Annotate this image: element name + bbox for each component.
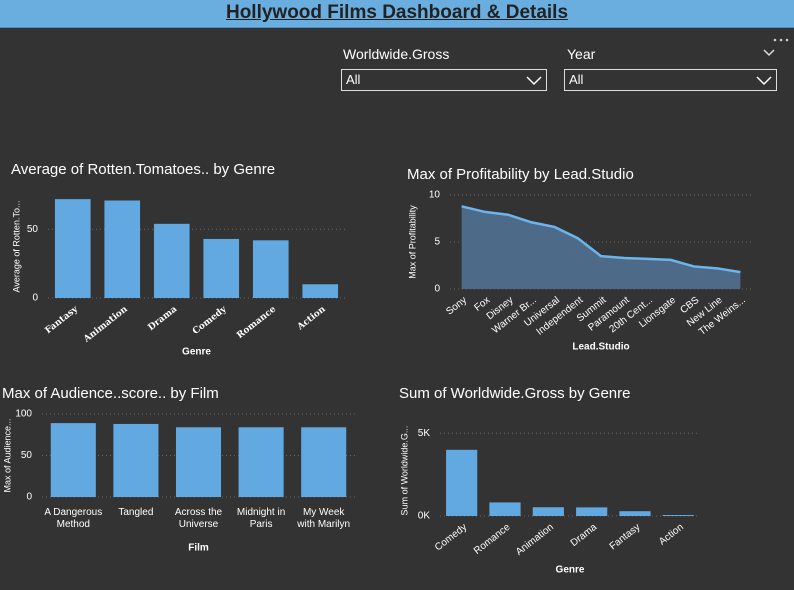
area-line: [461, 205, 741, 274]
x-axis-label: Lead.Studio: [572, 342, 629, 353]
x-tick-label: Romance: [472, 522, 513, 557]
y-tick-label: 5: [434, 237, 440, 248]
x-axis-label: Genre: [556, 565, 585, 576]
x-tick-label: Across the Universe: [174, 507, 223, 530]
bar: [238, 427, 284, 497]
x-tick-label: My Week with Marilyn: [297, 507, 351, 530]
y-tick-label: 10: [429, 190, 441, 201]
chevron: [756, 76, 772, 86]
x-tick-label: Drama: [146, 304, 179, 333]
header-title: Hollywood Films Dashboard & Details: [0, 0, 794, 28]
filter-value: All: [569, 72, 584, 87]
chart-title: Average of Rotten.Tomatoes.. by Genre: [11, 161, 275, 178]
y-axis-label: Sum of Worldwide.G...: [399, 426, 409, 516]
x-tick-label: Comedy: [191, 304, 229, 337]
y-tick-label: 0: [434, 284, 440, 295]
x-tick-label: Fantasy: [44, 304, 81, 336]
x-axis-label: Film: [188, 543, 209, 554]
filter-dropdown[interactable]: All: [341, 69, 547, 91]
x-tick-label: Tangled: [118, 507, 154, 518]
bar: [252, 240, 289, 298]
x-tick-label: A Dangerous Method: [44, 507, 103, 530]
bar: [175, 427, 222, 497]
filter-label: Worldwide.Gross: [343, 46, 450, 62]
x-tick-label: Action: [295, 304, 328, 333]
bar: [203, 238, 240, 298]
chevron: [526, 76, 542, 86]
bar: [104, 200, 141, 298]
bar: [153, 223, 190, 298]
filter-dropdown[interactable]: All: [564, 69, 777, 91]
bar: [446, 449, 478, 516]
x-tick-label: Sony: [444, 295, 469, 318]
x-tick-label: Midnight in Paris: [236, 507, 286, 530]
y-tick-label: 0: [26, 492, 32, 503]
x-tick-label: Animation: [81, 304, 130, 345]
y-axis-label: Max of Audience...: [2, 418, 12, 492]
x-axis-label: Genre: [182, 347, 211, 358]
x-tick-label: Animation: [514, 522, 556, 558]
bar: [54, 199, 91, 298]
y-tick-label: 5K: [418, 428, 431, 439]
y-axis-label: Average of Rotten.To...: [11, 201, 21, 293]
bar: [50, 423, 96, 497]
filter-label: Year: [567, 46, 596, 62]
filter-value: All: [346, 72, 361, 87]
bar: [576, 507, 608, 516]
collapse-icon[interactable]: [762, 48, 776, 58]
area-fill: [461, 206, 741, 289]
bar: [489, 502, 521, 516]
bar: [302, 284, 339, 298]
x-tick-label: Comedy: [433, 522, 469, 554]
bar: [662, 515, 694, 516]
bar: [532, 507, 564, 516]
more-options[interactable]: [772, 37, 792, 43]
y-tick-label: 100: [15, 409, 32, 420]
chart-title: Sum of Worldwide.Gross by Genre: [399, 385, 630, 402]
x-tick-label: Drama: [569, 522, 600, 549]
x-tick-label: Action: [657, 522, 686, 548]
y-axis-label: Max of Profitability: [407, 205, 417, 279]
y-tick-label: 0: [32, 293, 38, 304]
x-tick-label: Fantasy: [608, 522, 643, 553]
chart-title: Max of Profitability by Lead.Studio: [407, 166, 634, 183]
bar: [113, 423, 159, 497]
bar: [301, 427, 347, 497]
x-tick-label: Romance: [235, 304, 278, 341]
y-tick-label: 50: [21, 450, 33, 461]
y-tick-label: 0K: [418, 511, 431, 522]
chart-title: Max of Audience..score.. by Film: [2, 385, 219, 402]
bar: [619, 511, 651, 516]
y-tick-label: 50: [27, 224, 39, 235]
